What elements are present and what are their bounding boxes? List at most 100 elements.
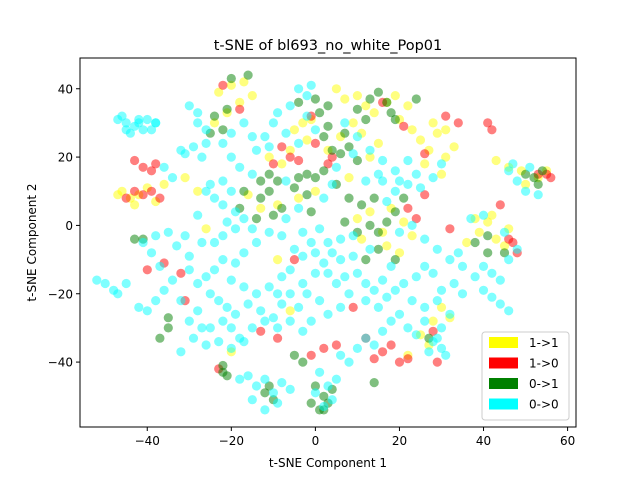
scatter-point xyxy=(327,179,337,189)
scatter-point xyxy=(251,237,262,248)
scatter-point xyxy=(155,193,165,203)
scatter-point xyxy=(306,237,316,248)
scatter-point xyxy=(445,309,455,319)
scatter-point xyxy=(247,91,257,101)
scatter-point xyxy=(113,114,123,125)
scatter-point xyxy=(159,179,169,189)
scatter-point xyxy=(378,275,388,285)
scatter-point xyxy=(327,152,337,162)
scatter-point xyxy=(230,258,241,268)
scatter-point xyxy=(176,296,186,306)
scatter-point xyxy=(373,244,383,254)
scatter-point xyxy=(512,244,522,254)
scatter-point xyxy=(256,306,266,316)
scatter-point xyxy=(138,162,148,172)
scatter-point xyxy=(428,268,438,278)
scatter-point xyxy=(352,343,362,353)
scatter-point xyxy=(369,108,379,118)
scatter-point xyxy=(365,207,375,217)
scatter-point xyxy=(386,261,396,271)
scatter-point xyxy=(390,207,400,217)
scatter-point xyxy=(155,261,165,271)
scatter-point xyxy=(420,234,430,244)
scatter-point xyxy=(251,289,262,299)
scatter-point xyxy=(336,302,346,312)
legend-swatch xyxy=(489,357,518,369)
scatter-point xyxy=(508,159,518,169)
scatter-point xyxy=(138,237,148,248)
scatter-point xyxy=(277,159,287,169)
scatter-point xyxy=(411,169,421,179)
scatter-point xyxy=(239,118,249,128)
scatter-point xyxy=(281,128,291,138)
scatter-point xyxy=(483,118,493,128)
scatter-point xyxy=(310,381,320,391)
scatter-point xyxy=(256,326,266,336)
scatter-point xyxy=(184,265,194,275)
scatter-point xyxy=(273,108,283,118)
scatter-point xyxy=(197,323,207,333)
scatter-point xyxy=(302,169,312,179)
x-axis-ticks: −40 −20 0 20 40 60 xyxy=(135,427,575,448)
scatter-point xyxy=(525,162,535,172)
scatter-point xyxy=(159,162,169,172)
scatter-point xyxy=(315,367,325,377)
scatter-point xyxy=(298,357,308,367)
scatter-point xyxy=(176,347,186,357)
scatter-point xyxy=(487,210,497,220)
scatter-point xyxy=(243,70,253,80)
scatter-point xyxy=(193,210,203,220)
scatter-point xyxy=(483,248,493,258)
scatter-point xyxy=(348,302,358,312)
scatter-point xyxy=(382,217,392,227)
scatter-point xyxy=(394,227,405,237)
scatter-point xyxy=(310,268,320,278)
scatter-point xyxy=(390,285,400,295)
scatter-point xyxy=(394,357,405,367)
scatter-point xyxy=(239,186,249,196)
scatter-point xyxy=(277,203,287,213)
scatter-point xyxy=(285,316,295,326)
scatter-point xyxy=(420,316,430,326)
scatter-point xyxy=(184,316,194,326)
scatter-point xyxy=(298,118,308,128)
scatter-point xyxy=(478,285,489,295)
scatter-point xyxy=(378,155,388,166)
scatter-point xyxy=(256,203,266,213)
scatter-point xyxy=(466,214,476,224)
scatter-point xyxy=(251,214,262,224)
scatter-point xyxy=(323,381,333,391)
scatter-point xyxy=(327,395,337,405)
scatter-point xyxy=(499,241,510,251)
scatter-point xyxy=(340,128,350,138)
scatter-point xyxy=(407,231,417,241)
scatter-point xyxy=(390,166,400,176)
scatter-point xyxy=(407,125,417,135)
scatter-point xyxy=(264,381,274,391)
scatter-point xyxy=(436,302,447,312)
scatter-point xyxy=(378,347,388,357)
scatter-point xyxy=(491,234,501,244)
scatter-point xyxy=(420,261,430,271)
scatter-point xyxy=(348,251,358,261)
scatter-point xyxy=(495,200,505,210)
x-axis-label: t-SNE Component 1 xyxy=(269,456,387,470)
scatter-point xyxy=(315,108,325,118)
scatter-point xyxy=(260,316,270,326)
scatter-point xyxy=(294,193,304,203)
scatter-point xyxy=(378,326,388,336)
scatter-point xyxy=(546,173,556,183)
scatter-point xyxy=(441,125,451,135)
scatter-point xyxy=(323,101,333,111)
scatter-point xyxy=(373,169,383,179)
scatter-point xyxy=(302,289,312,299)
scatter-point xyxy=(411,330,421,340)
scatter-point xyxy=(319,343,329,353)
scatter-point xyxy=(315,296,325,306)
scatter-point xyxy=(373,227,383,237)
scatter-point xyxy=(230,207,241,217)
scatter-point xyxy=(323,309,333,319)
scatter-point xyxy=(201,272,211,282)
legend-box xyxy=(481,331,570,421)
scatter-point xyxy=(289,350,299,360)
